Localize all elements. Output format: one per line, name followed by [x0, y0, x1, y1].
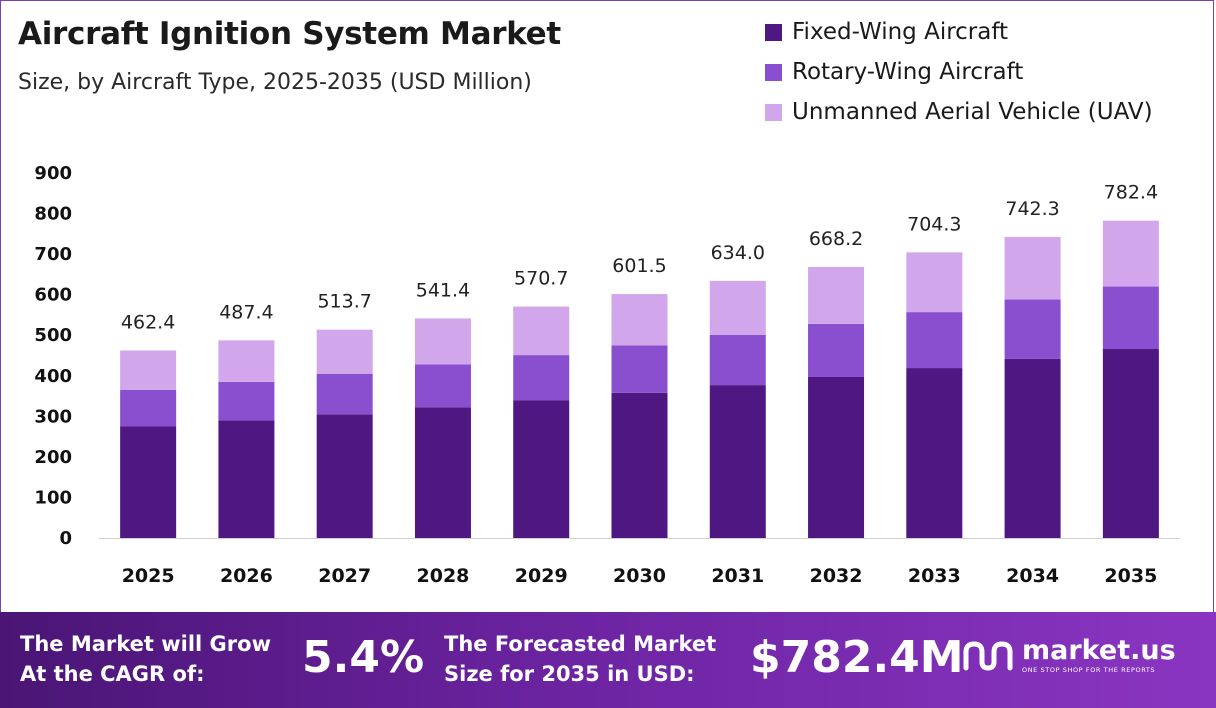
- legend-label-uav: Unmanned Aerial Vehicle (UAV): [792, 99, 1153, 125]
- total-data-label: 782.4: [1104, 182, 1158, 204]
- bar-segment-rotary-wing: [414, 364, 471, 408]
- cagr-label: The Market will Grow At the CAGR of:: [20, 629, 271, 689]
- x-tick-label: 2032: [810, 565, 863, 587]
- y-tick-label: 300: [34, 406, 72, 427]
- bar-segment-rotary-wing: [906, 312, 963, 369]
- x-tick-label: 2031: [711, 565, 764, 587]
- legend-swatch-uav: [765, 103, 782, 121]
- legend-swatch-fixed-wing: [765, 23, 782, 41]
- y-tick-label: 700: [34, 244, 72, 265]
- total-data-label: 513.7: [317, 291, 371, 313]
- brand-tagline: ONE STOP SHOP FOR THE REPORTS: [1022, 666, 1156, 674]
- bar-segment-rotary-wing: [316, 373, 373, 415]
- brand[interactable]: market.us ONE STOP SHOP FOR THE REPORTS: [960, 636, 1176, 676]
- bar-segment-uav: [709, 280, 766, 335]
- y-tick-label: 400: [34, 366, 72, 387]
- y-tick-label: 100: [34, 487, 72, 508]
- x-tick-label: 2028: [417, 565, 470, 587]
- bar-segment-uav: [808, 267, 865, 324]
- chart-title: Aircraft Ignition System Market: [18, 16, 561, 52]
- chart-frame: [0, 0, 1214, 612]
- y-tick-label: 200: [34, 447, 72, 468]
- bar-segment-uav: [1102, 220, 1159, 287]
- x-tick-label: 2029: [515, 565, 568, 587]
- bar-segment-fixed-wing: [513, 400, 570, 538]
- legend-item-uav: Unmanned Aerial Vehicle (UAV): [765, 92, 1153, 132]
- bar-segment-fixed-wing: [808, 376, 865, 538]
- x-tick-label: 2026: [220, 565, 273, 587]
- bar-segment-fixed-wing: [709, 385, 766, 538]
- bar-segment-fixed-wing: [316, 414, 373, 538]
- bar-segment-uav: [611, 294, 668, 346]
- total-data-label: 668.2: [809, 228, 863, 250]
- bar-segment-rotary-wing: [808, 323, 865, 377]
- total-data-label: 570.7: [514, 268, 568, 290]
- bar-segment-uav: [120, 350, 177, 390]
- x-tick-label: 2030: [613, 565, 666, 587]
- cagr-value: 5.4%: [302, 632, 425, 683]
- legend: Fixed-Wing Aircraft Rotary-Wing Aircraft…: [765, 12, 1153, 132]
- bar-segment-uav: [218, 340, 275, 382]
- chart-subtitle: Size, by Aircraft Type, 2025-2035 (USD M…: [18, 70, 532, 95]
- footer-banner: The Market will Grow At the CAGR of: 5.4…: [0, 612, 1216, 708]
- bar-segment-fixed-wing: [414, 407, 471, 538]
- bar-segment-fixed-wing: [218, 420, 275, 538]
- bar-segment-rotary-wing: [709, 334, 766, 386]
- bar-segment-uav: [906, 252, 963, 313]
- legend-item-fixed-wing: Fixed-Wing Aircraft: [765, 12, 1153, 52]
- bar-segment-uav: [414, 318, 471, 365]
- total-data-label: 462.4: [121, 311, 175, 333]
- y-tick-label: 600: [34, 285, 72, 306]
- bar-segment-rotary-wing: [120, 389, 177, 427]
- total-data-label: 541.4: [416, 279, 470, 301]
- cagr-label-line2: At the CAGR of:: [20, 662, 205, 686]
- total-data-label: 487.4: [219, 301, 273, 323]
- forecast-label-line1: The Forecasted Market: [444, 632, 717, 656]
- bar-segment-fixed-wing: [1102, 349, 1159, 538]
- x-tick-label: 2034: [1006, 565, 1059, 587]
- y-tick-label: 800: [34, 204, 72, 225]
- forecast-label: The Forecasted Market Size for 2035 in U…: [444, 629, 716, 689]
- total-data-label: 704.3: [907, 213, 961, 235]
- bar-segment-uav: [513, 306, 570, 356]
- y-tick-label: 500: [34, 325, 72, 346]
- bar-segment-fixed-wing: [906, 368, 963, 538]
- total-data-label: 634.0: [711, 242, 765, 264]
- legend-label-fixed-wing: Fixed-Wing Aircraft: [792, 19, 1009, 45]
- forecast-value: $782.4M: [750, 632, 964, 683]
- bar-segment-rotary-wing: [611, 345, 668, 393]
- legend-label-rotary-wing: Rotary-Wing Aircraft: [792, 59, 1024, 85]
- total-data-label: 742.3: [1005, 198, 1059, 220]
- bar-segment-rotary-wing: [1102, 286, 1159, 350]
- bar-segment-rotary-wing: [1004, 299, 1061, 359]
- brand-name: market.us: [1022, 635, 1176, 666]
- forecast-label-line2: Size for 2035 in USD:: [444, 662, 695, 686]
- bar-segment-fixed-wing: [611, 392, 668, 538]
- y-tick-label: 0: [59, 528, 72, 549]
- legend-swatch-rotary-wing: [765, 63, 782, 81]
- bar-segment-fixed-wing: [120, 426, 177, 538]
- legend-item-rotary-wing: Rotary-Wing Aircraft: [765, 52, 1153, 92]
- y-tick-label: 900: [34, 163, 72, 184]
- x-tick-label: 2027: [318, 565, 371, 587]
- total-data-label: 601.5: [612, 255, 666, 277]
- bar-segment-rotary-wing: [218, 381, 275, 421]
- cagr-label-line1: The Market will Grow: [20, 632, 271, 656]
- x-tick-label: 2035: [1104, 565, 1157, 587]
- bar-segment-uav: [316, 329, 373, 374]
- x-tick-label: 2033: [908, 565, 961, 587]
- stacked-bar-chart: 0 100 200 300 400 500 600 700 800 900 462.4 2025 487…: [34, 163, 1180, 587]
- market-us-logo-icon: [963, 641, 1013, 671]
- bar-segment-fixed-wing: [1004, 358, 1061, 538]
- x-tick-label: 2025: [122, 565, 175, 587]
- bar-segment-rotary-wing: [513, 355, 570, 401]
- bar-segment-uav: [1004, 236, 1061, 300]
